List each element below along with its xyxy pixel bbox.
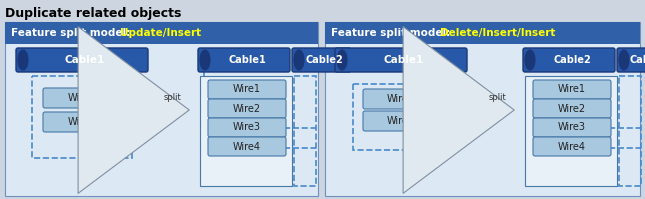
Text: Cable2: Cable2 <box>553 55 591 65</box>
FancyBboxPatch shape <box>363 89 439 109</box>
FancyBboxPatch shape <box>335 48 467 72</box>
Bar <box>353 84 449 150</box>
FancyBboxPatch shape <box>533 80 611 99</box>
FancyBboxPatch shape <box>533 137 611 156</box>
FancyBboxPatch shape <box>16 48 148 72</box>
FancyBboxPatch shape <box>533 118 611 137</box>
Text: Wire1: Wire1 <box>387 94 415 104</box>
Bar <box>525 76 617 186</box>
Text: Delete/Insert/Insert: Delete/Insert/Insert <box>440 28 555 38</box>
FancyBboxPatch shape <box>523 48 615 72</box>
Text: Cable2: Cable2 <box>306 55 343 65</box>
Bar <box>5 22 318 44</box>
Ellipse shape <box>525 50 535 70</box>
Text: Wire2: Wire2 <box>558 103 586 113</box>
Text: Wire4: Wire4 <box>233 141 261 151</box>
FancyBboxPatch shape <box>363 111 439 131</box>
Text: Wire2: Wire2 <box>387 116 415 126</box>
Text: Cable3: Cable3 <box>629 55 645 65</box>
FancyBboxPatch shape <box>292 48 351 72</box>
Text: Feature split model:: Feature split model: <box>11 28 134 38</box>
Text: Wire4: Wire4 <box>558 141 586 151</box>
Text: split: split <box>488 93 506 102</box>
FancyBboxPatch shape <box>617 48 645 72</box>
Bar <box>619 76 641 186</box>
Text: Feature split model:: Feature split model: <box>331 28 454 38</box>
Ellipse shape <box>337 50 347 70</box>
Text: Wire1: Wire1 <box>233 85 261 95</box>
Bar <box>200 76 292 186</box>
Text: Cable1: Cable1 <box>384 55 424 65</box>
Bar <box>325 22 640 44</box>
Bar <box>325 22 640 196</box>
FancyBboxPatch shape <box>43 88 121 108</box>
Text: Wire3: Wire3 <box>233 123 261 133</box>
Bar <box>5 22 318 196</box>
FancyBboxPatch shape <box>208 118 286 137</box>
Text: Wire2: Wire2 <box>233 103 261 113</box>
Text: Wire3: Wire3 <box>558 123 586 133</box>
FancyBboxPatch shape <box>208 99 286 118</box>
Text: Wire1: Wire1 <box>68 93 96 103</box>
FancyBboxPatch shape <box>208 137 286 156</box>
Text: Cable1: Cable1 <box>228 55 266 65</box>
Ellipse shape <box>294 50 304 70</box>
Text: Cable1: Cable1 <box>65 55 105 65</box>
Text: split: split <box>163 93 181 102</box>
Text: Wire1: Wire1 <box>558 85 586 95</box>
Bar <box>294 76 316 186</box>
Text: Duplicate related objects: Duplicate related objects <box>5 7 181 20</box>
Text: Update/Insert: Update/Insert <box>120 28 201 38</box>
FancyBboxPatch shape <box>43 112 121 132</box>
Ellipse shape <box>619 50 629 70</box>
Ellipse shape <box>18 50 28 70</box>
FancyBboxPatch shape <box>533 99 611 118</box>
Ellipse shape <box>200 50 210 70</box>
Text: Wire2: Wire2 <box>68 117 96 127</box>
FancyBboxPatch shape <box>208 80 286 99</box>
FancyBboxPatch shape <box>198 48 290 72</box>
Bar <box>32 76 132 158</box>
